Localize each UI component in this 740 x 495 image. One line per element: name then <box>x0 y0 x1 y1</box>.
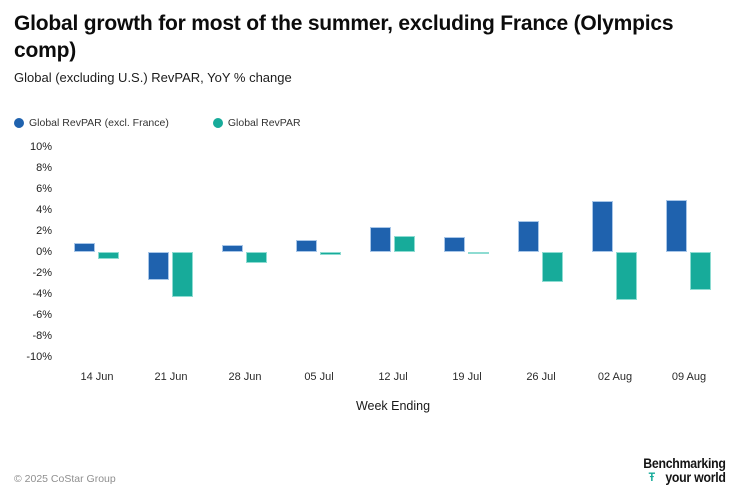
bar <box>296 240 317 252</box>
bar-group-09-aug <box>666 147 712 357</box>
x-tick-label: 21 Jun <box>154 370 188 383</box>
x-axis-tick-labels: 14 Jun 21 Jun 28 Jun 05 Jul 12 Jul 19 Jul 26 J… <box>60 371 726 383</box>
bar-group-14-jun <box>74 147 120 357</box>
page-footer: © 2025 CoStar Group Benchmarking Ŧ your … <box>0 449 740 495</box>
y-axis: 10% 8% 6% 4% 2% 0% -2% -4% -6% -8% -10% <box>14 141 52 363</box>
x-tick-label: 19 Jul <box>452 370 482 383</box>
x-tick-label: 09 Aug <box>671 370 707 383</box>
bar <box>616 251 637 300</box>
benchmarking-logo: Benchmarking Ŧ your world <box>632 454 727 485</box>
y-tick-label: -8% <box>32 329 52 342</box>
y-tick-label: -2% <box>32 266 52 279</box>
bar <box>690 251 711 291</box>
bar <box>542 251 563 283</box>
bar <box>222 245 243 252</box>
y-tick-label: -10% <box>26 350 52 363</box>
bar <box>172 251 193 297</box>
x-tick-label: 12 Jul <box>378 370 408 383</box>
y-tick-label: 8% <box>36 161 52 174</box>
logo-text-line2: Ŧ your world <box>644 470 726 485</box>
bar-group-21-jun <box>148 147 194 357</box>
bar <box>468 251 489 254</box>
bar-group-02-aug <box>592 147 638 357</box>
chart-legend: Global RevPAR (excl. France) Global RevPA… <box>14 117 726 129</box>
chart-subtitle: Global (excluding U.S.) RevPAR, YoY % ch… <box>14 69 292 85</box>
logo-text-line2-label: your world <box>665 469 727 486</box>
bar-group-05-jul <box>296 147 342 357</box>
legend-dot-icon <box>14 117 24 128</box>
x-tick-label: 14 Jun <box>80 370 114 383</box>
y-tick-label: 4% <box>36 203 52 216</box>
legend-label: Global RevPAR <box>227 116 301 129</box>
y-tick-label: 6% <box>36 182 52 195</box>
copyright-text: © 2025 CoStar Group <box>14 473 116 485</box>
bar <box>320 251 341 255</box>
bar-chart: 10% 8% 6% 4% 2% 0% -2% -4% -6% -8% -10% 14 Jun 21 J… <box>14 141 726 413</box>
y-tick-label: -4% <box>32 287 52 300</box>
x-tick-label: 05 Jul <box>304 370 334 383</box>
x-axis-title: Week Ending <box>355 398 431 413</box>
bar <box>592 201 613 252</box>
legend-label: Global RevPAR (excl. France) <box>29 116 169 129</box>
bar-group-26-jul <box>518 147 564 357</box>
bar-group-28-jun <box>222 147 268 357</box>
bar <box>98 251 119 259</box>
plot-area-wrap: 14 Jun 21 Jun 28 Jun 05 Jul 12 Jul 19 Jul 26 J… <box>60 147 726 413</box>
bar <box>394 235 415 252</box>
str-tripod-icon: Ŧ <box>648 470 656 485</box>
bar <box>74 243 95 252</box>
x-tick-label: 02 Aug <box>597 370 633 383</box>
legend-item-0: Global RevPAR (excl. France) <box>14 117 169 129</box>
bar <box>246 251 267 264</box>
y-tick-label: -6% <box>32 308 52 321</box>
chart-title: Global growth for most of the summer, ex… <box>14 12 674 63</box>
bar <box>518 221 539 252</box>
x-tick-label: 28 Jun <box>228 370 262 383</box>
bar <box>148 251 169 280</box>
x-tick-label: 26 Jul <box>526 370 556 383</box>
bar <box>444 236 465 252</box>
y-tick-label: 0% <box>36 245 52 258</box>
logo-text-line1: Benchmarking <box>643 454 727 471</box>
y-tick-label: 10% <box>29 140 52 153</box>
legend-item-1: Global RevPAR <box>212 116 301 129</box>
legend-dot-icon <box>212 117 223 128</box>
bar-group-19-jul <box>444 147 490 357</box>
bar-group-12-jul <box>370 147 416 357</box>
bar <box>370 227 391 252</box>
plot-area <box>60 147 726 357</box>
bar <box>666 200 687 252</box>
y-tick-label: 2% <box>36 224 52 237</box>
